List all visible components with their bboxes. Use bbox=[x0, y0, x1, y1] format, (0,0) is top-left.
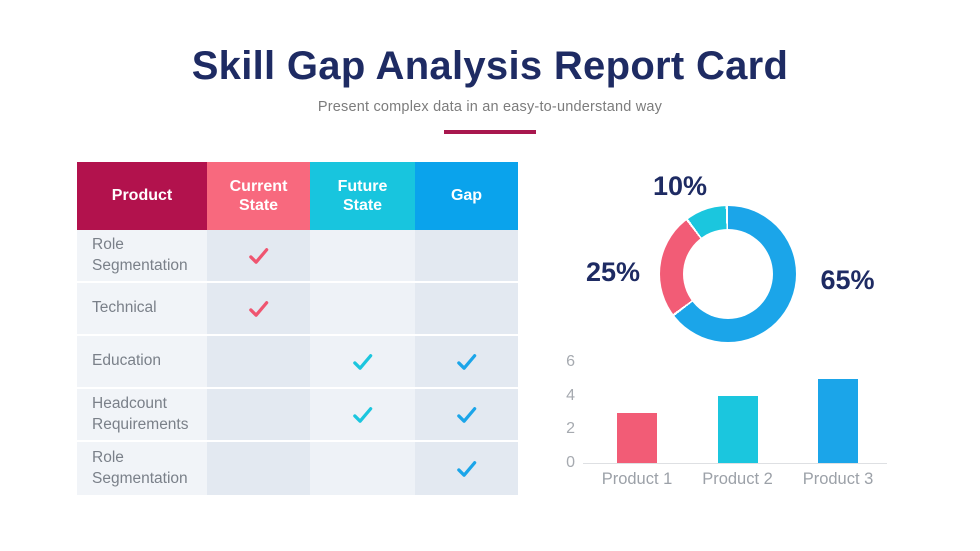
product-cell: Headcount Requirements bbox=[77, 389, 207, 440]
donut-hole bbox=[683, 229, 773, 319]
gap-state-cell bbox=[415, 283, 518, 334]
gap-state-cell bbox=[415, 442, 518, 495]
table-row: Technical bbox=[77, 283, 518, 336]
product-cell: Education bbox=[77, 336, 207, 387]
check-icon-future bbox=[353, 354, 373, 370]
donut-label-25: 25% bbox=[585, 257, 641, 287]
check-icon-future bbox=[353, 407, 373, 423]
x-axis-label: Product 2 bbox=[702, 470, 773, 488]
x-axis-label: Product 3 bbox=[802, 470, 874, 488]
table-row: Role Segmentation bbox=[77, 230, 518, 283]
bar-product-3 bbox=[818, 379, 858, 463]
table-row: Headcount Requirements bbox=[77, 389, 518, 442]
donut-label-10: 10% bbox=[652, 171, 708, 201]
y-axis-tick: 2 bbox=[566, 420, 575, 438]
gap-state-cell bbox=[415, 336, 518, 387]
table-body: Role Segmentation Technical Education Headc… bbox=[77, 230, 518, 495]
product-cell-label: Role Segmentation bbox=[92, 236, 188, 274]
column-header-product: Product bbox=[77, 162, 207, 230]
current-state-cell bbox=[207, 336, 310, 387]
title-accent-underline bbox=[444, 130, 536, 134]
column-header-future-state: Future State bbox=[310, 162, 415, 230]
product-cell-label: Technical bbox=[92, 299, 157, 317]
check-icon-gap bbox=[457, 407, 477, 423]
bar-product-2 bbox=[717, 395, 758, 463]
future-state-cell bbox=[310, 230, 415, 281]
table-row: Role Segmentation bbox=[77, 442, 518, 495]
table-row: Education bbox=[77, 336, 518, 389]
check-icon-gap bbox=[457, 461, 477, 477]
y-axis-tick: 0 bbox=[566, 454, 575, 471]
check-icon-current bbox=[249, 301, 269, 317]
product-cell-label: Role Segmentation bbox=[92, 449, 188, 487]
donut-chart bbox=[660, 206, 796, 342]
y-axis-tick: 6 bbox=[566, 353, 575, 371]
product-cell-label: Headcount Requirements bbox=[92, 395, 189, 433]
page-title: Skill Gap Analysis Report Card bbox=[191, 44, 789, 88]
product-cell: Role Segmentation bbox=[77, 442, 207, 495]
bar-chart: 0 2 4 6 Product 1 Product 2 Product 3 bbox=[555, 350, 935, 510]
future-state-cell bbox=[310, 283, 415, 334]
gap-state-cell bbox=[415, 230, 518, 281]
current-state-cell bbox=[207, 283, 310, 334]
column-header-current-state: Current State bbox=[207, 162, 310, 230]
check-icon-current bbox=[249, 248, 269, 264]
subtitle: Present complex data in an easy-to-under… bbox=[317, 99, 663, 115]
future-state-cell bbox=[310, 442, 415, 495]
bar-product-1 bbox=[617, 412, 657, 463]
product-cell: Role Segmentation bbox=[77, 230, 207, 281]
product-cell: Technical bbox=[77, 283, 207, 334]
gap-state-cell bbox=[415, 389, 518, 440]
future-state-cell bbox=[310, 336, 415, 387]
column-header-gap: Gap bbox=[415, 162, 518, 230]
x-axis-label: Product 1 bbox=[601, 470, 673, 488]
current-state-cell bbox=[207, 230, 310, 281]
current-state-cell bbox=[207, 442, 310, 495]
x-axis-line bbox=[583, 463, 887, 464]
skill-gap-table: Product Current State Future State Gap R… bbox=[77, 162, 518, 495]
donut-label-65: 65% bbox=[820, 265, 875, 295]
future-state-cell bbox=[310, 389, 415, 440]
table-header: Product Current State Future State Gap bbox=[77, 162, 518, 230]
y-axis-tick: 4 bbox=[566, 386, 575, 404]
current-state-cell bbox=[207, 389, 310, 440]
check-icon-gap bbox=[457, 354, 477, 370]
product-cell-label: Education bbox=[92, 352, 161, 370]
